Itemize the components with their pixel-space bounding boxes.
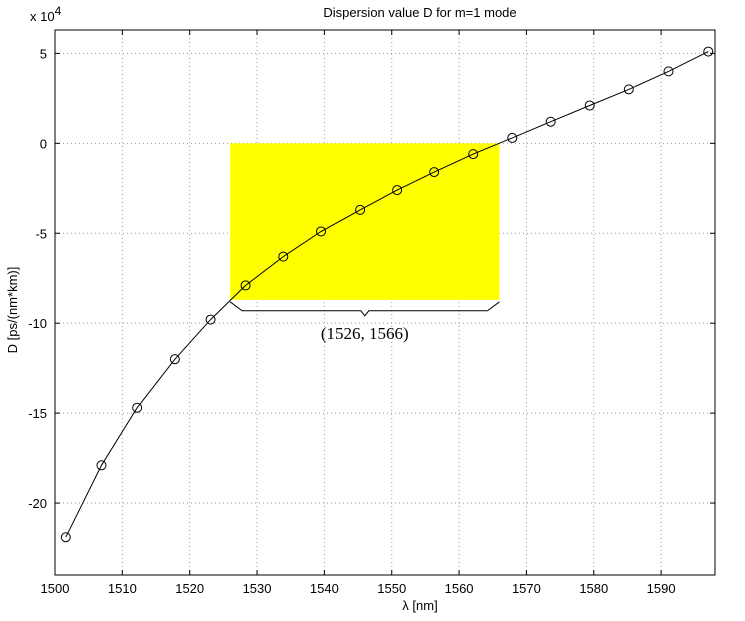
data-point [132, 402, 143, 413]
x-axis-label: λ [nm] [402, 598, 437, 613]
series-markers [60, 46, 714, 543]
axis-ticks: 1500 1510 1520 1530 1540 1550 1560 1570 1580 1590… [28, 30, 715, 596]
data-point [169, 354, 180, 365]
y-tick-label: 5 [40, 46, 47, 61]
data-point [584, 100, 595, 111]
y-tick-label: -20 [28, 496, 47, 511]
y-tick-label: -15 [28, 406, 47, 421]
y-axis-multiplier: x 104 [30, 4, 62, 24]
x-tick-label: 1520 [175, 581, 204, 596]
data-point [429, 167, 440, 178]
data-point [392, 185, 403, 196]
chart-title: Dispersion value D for m=1 mode [323, 5, 516, 20]
data-point [468, 149, 479, 160]
range-annotation: (1526, 1566) [321, 324, 409, 343]
x-tick-label: 1530 [243, 581, 272, 596]
y-axis-label: D [ps/(nm*km)] [5, 267, 20, 354]
highlight-region [230, 143, 500, 300]
data-point [60, 532, 71, 543]
y-axis-multiplier-exponent: 4 [55, 4, 62, 18]
x-tick-label: 1500 [41, 581, 70, 596]
grid-lines [55, 30, 715, 575]
x-tick-label: 1560 [445, 581, 474, 596]
data-point [355, 204, 366, 215]
x-tick-label: 1570 [512, 581, 541, 596]
data-point [316, 226, 327, 237]
range-brace [229, 301, 500, 317]
x-tick-label: 1580 [579, 581, 608, 596]
y-tick-label: -5 [35, 226, 47, 241]
x-tick-label: 1550 [377, 581, 406, 596]
data-point [205, 314, 216, 325]
data-point [623, 84, 634, 95]
x-tick-label: 1540 [310, 581, 339, 596]
data-point [545, 116, 556, 127]
y-tick-label: -10 [28, 316, 47, 331]
x-tick-label: 1510 [108, 581, 137, 596]
x-tick-label: 1590 [647, 581, 676, 596]
data-point [96, 460, 107, 471]
data-point [507, 132, 518, 143]
data-point [703, 46, 714, 57]
data-point [240, 280, 251, 291]
y-tick-label: 0 [40, 136, 47, 151]
data-point [663, 66, 674, 77]
plot-axes-frame [54, 29, 716, 576]
series-line [65, 51, 709, 538]
data-point [278, 251, 289, 262]
